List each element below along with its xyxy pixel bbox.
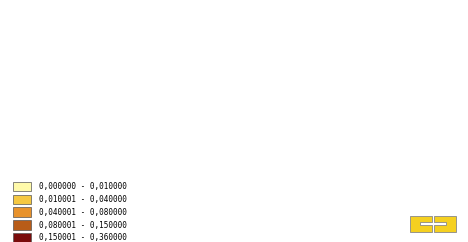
Text: 0,010001 - 0,040000: 0,010001 - 0,040000 xyxy=(39,195,126,204)
Text: 0,150001 - 0,360000: 0,150001 - 0,360000 xyxy=(39,234,126,242)
FancyBboxPatch shape xyxy=(13,207,31,217)
Text: 0,000000 - 0,010000: 0,000000 - 0,010000 xyxy=(39,182,126,191)
Polygon shape xyxy=(410,216,432,232)
Polygon shape xyxy=(434,216,456,232)
FancyBboxPatch shape xyxy=(13,220,31,230)
FancyBboxPatch shape xyxy=(13,233,31,242)
Text: 0,040001 - 0,080000: 0,040001 - 0,080000 xyxy=(39,208,126,217)
FancyBboxPatch shape xyxy=(13,195,31,204)
Text: 0,080001 - 0,150000: 0,080001 - 0,150000 xyxy=(39,220,126,230)
FancyBboxPatch shape xyxy=(13,182,31,191)
